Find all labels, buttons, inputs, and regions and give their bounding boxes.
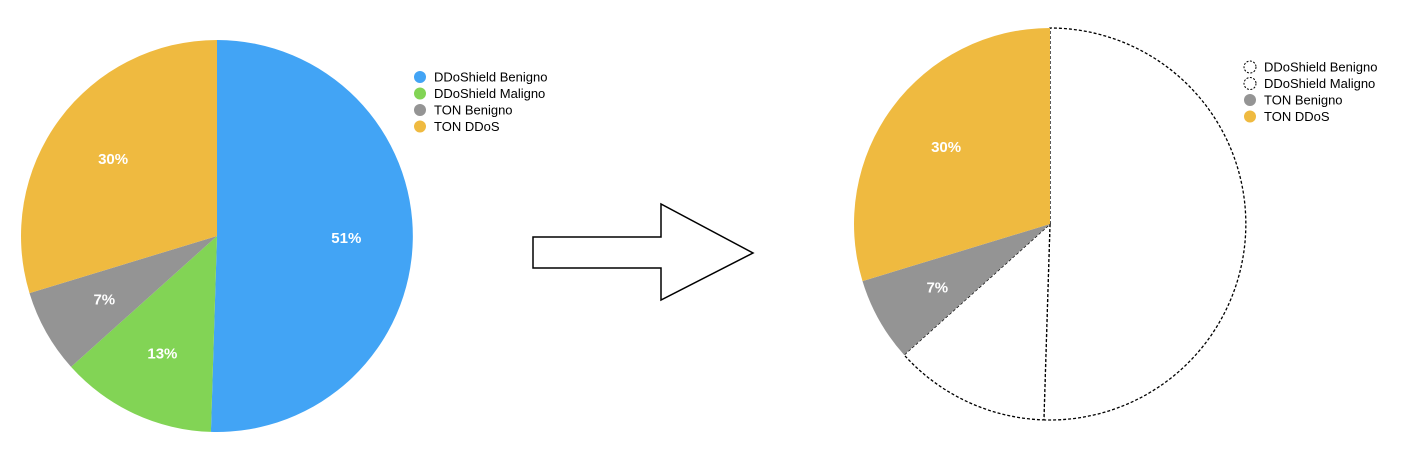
legend-swatch-ddoshield-maligno [1243,77,1257,90]
legend-label-ddoshield-benigno: DDoShield Benigno [1264,60,1377,75]
slice-label-ton-ddos: 30% [931,139,961,156]
legend-label-ddoshield-maligno: DDoShield Maligno [434,86,545,101]
slice-label-ddoshield-maligno: 13% [147,345,177,362]
legend-swatch-ton-ddos [414,120,426,133]
pie-slice-ddoshield-benigno [210,40,413,432]
pie-slice-ton-benigno [29,236,217,367]
pie-chart-left: 51% 13% 7% 30% [21,40,413,432]
pie-slice-ddoshield-maligno [71,236,217,432]
legend-label-ton-benigno: TON Benigno [434,103,513,118]
legend-swatch-ton-benigno [414,104,426,116]
legend-swatch-ddoshield-benigno [414,71,426,83]
slice-label-ton-benigno: 7% [93,292,115,309]
legend-swatch-ton-ddos [1244,110,1256,123]
pie-slice-ddoshield-benigno [1043,27,1247,421]
legend-label-ton-ddos: TON DDoS [1264,109,1330,124]
transition-arrow-icon [532,202,755,302]
pie-slice-ddoshield-maligno [903,222,1051,421]
legend-swatch-ton-benigno [1244,94,1256,106]
pie-chart-right: 7% 30% [854,27,1247,421]
legend-swatch-ddoshield-maligno [414,87,426,100]
slice-label-ddoshield-benigno: 51% [331,230,361,247]
legend-label-ton-benigno: TON Benigno [1264,93,1343,108]
pie-slice-ton-ddos [21,40,217,294]
legend-label-ddoshield-benigno: DDoShield Benigno [434,70,547,85]
legend-label-ton-ddos: TON DDoS [434,119,500,134]
slice-label-ton-benigno: 7% [926,280,948,297]
legend-label-ddoshield-maligno: DDoShield Maligno [1264,76,1375,91]
pie-slice-ton-ddos [854,28,1050,282]
slice-label-ton-ddos: 30% [98,151,128,168]
legend-swatch-ddoshield-benigno [1243,60,1257,74]
pie-slice-ton-benigno [862,224,1050,355]
